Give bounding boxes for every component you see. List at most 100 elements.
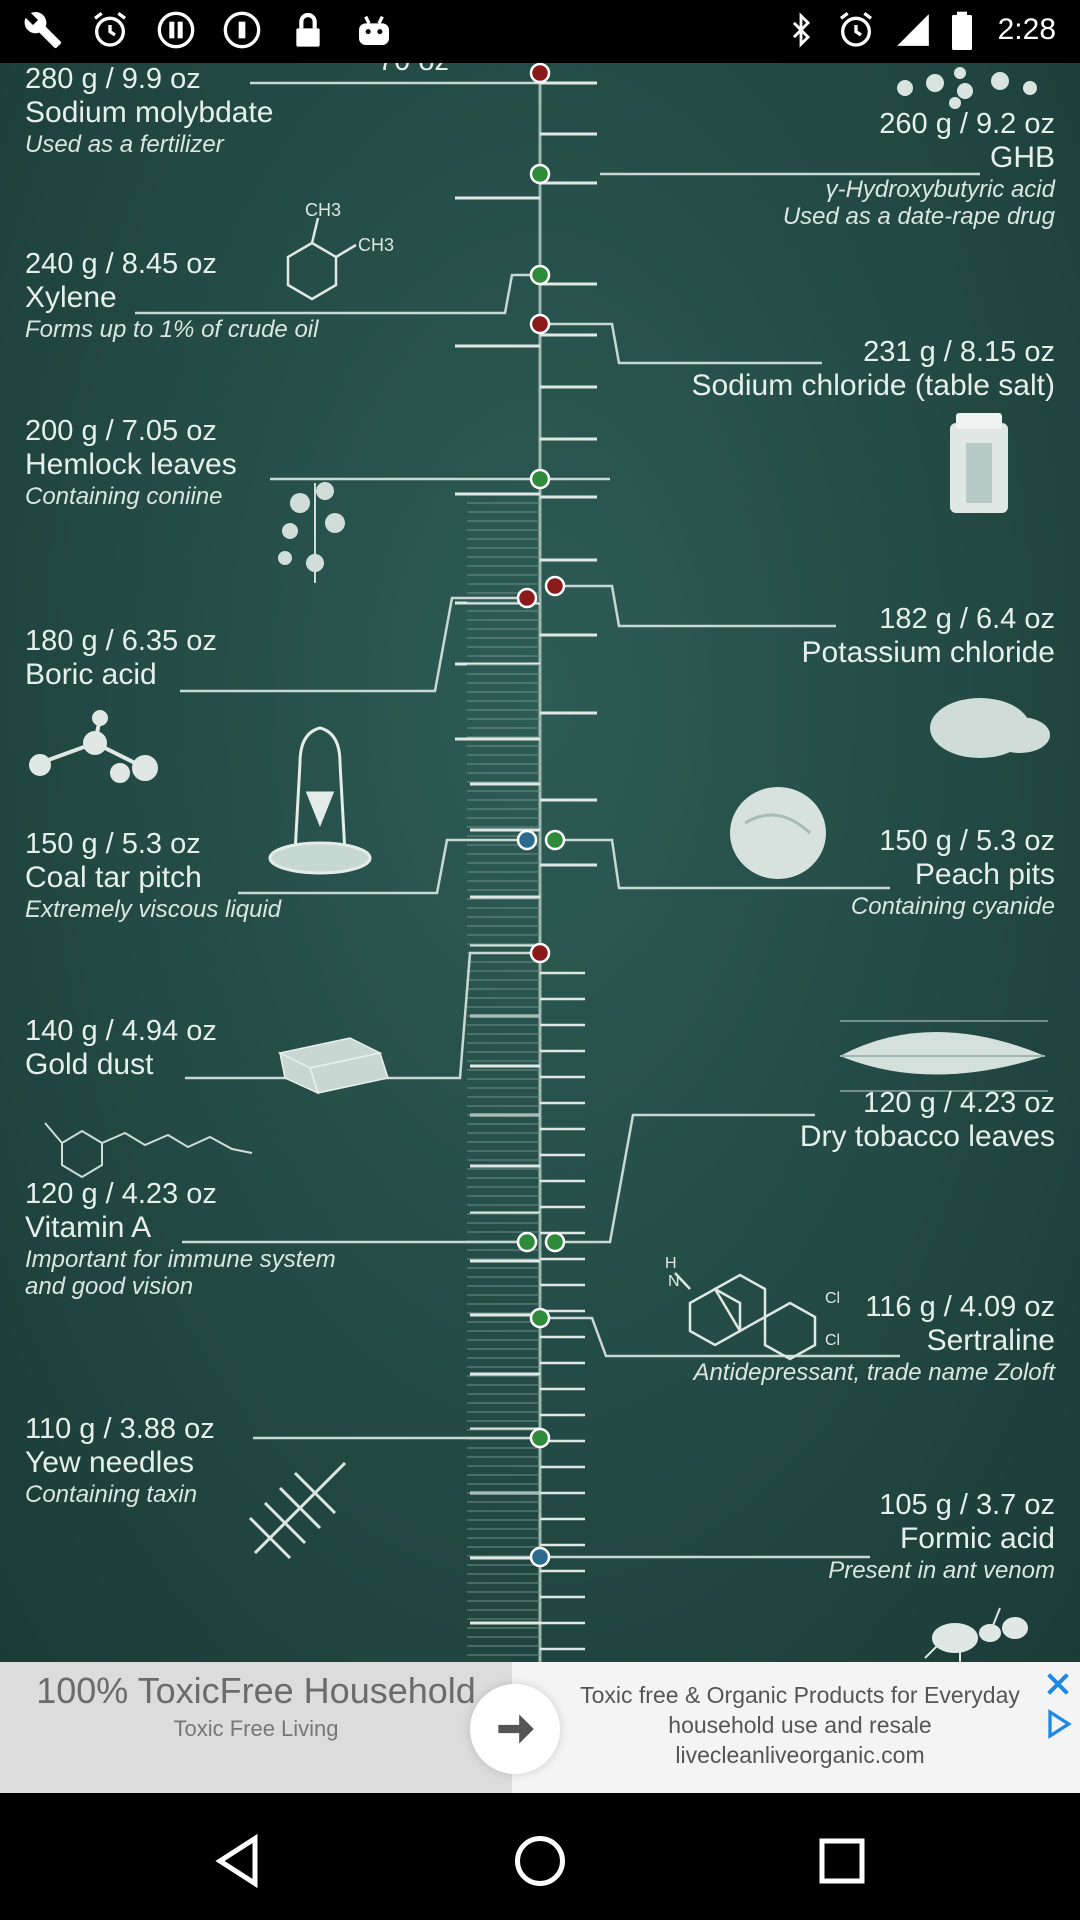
recents-button[interactable] [812, 1831, 872, 1891]
weight-markers [516, 63, 566, 1568]
lethal-dose-chart[interactable]: CH3 CH3 [0, 63, 1080, 1662]
weight-marker [544, 1231, 566, 1253]
weight-text: 200 g / 7.05 oz [25, 415, 217, 447]
weight-text: 110 g / 3.88 oz [25, 1413, 215, 1445]
label-yew-needles[interactable]: 110 g / 3.88 oz Yew needles Containing t… [25, 1413, 215, 1508]
ad-subline: Toxic Free Living [173, 1716, 339, 1741]
substance-desc: Important for immune system [25, 1245, 336, 1273]
label-formic-acid[interactable]: 105 g / 3.7 oz Formic acid Present in an… [828, 1489, 1055, 1584]
substance-name: Sertraline [926, 1324, 1055, 1358]
label-sodium-chloride[interactable]: 231 g / 8.15 oz Sodium chloride (table s… [691, 336, 1055, 404]
weight-text: 240 g / 8.45 oz [25, 248, 217, 280]
alarm-icon [836, 10, 876, 50]
weight-marker [516, 587, 538, 609]
recents-icon [819, 1838, 865, 1884]
ad-choices-button[interactable] [1042, 1708, 1074, 1740]
android-icon [354, 10, 394, 50]
label-coal-tar-pitch[interactable]: 150 g / 5.3 oz Coal tar pitch Extremely … [25, 828, 281, 923]
weight-marker [529, 264, 551, 286]
back-icon [215, 1833, 258, 1889]
substance-name: Coal tar pitch [25, 861, 202, 895]
label-sodium-molybdate[interactable]: 280 g / 9.9 oz Sodium molybdate Used as … [25, 63, 273, 158]
salt-shaker-icon [950, 413, 1008, 513]
cl-label-a: Cl [825, 1290, 840, 1307]
substance-name: Formic acid [899, 1522, 1055, 1556]
top-fragment-label: 70 oz [378, 63, 449, 78]
weight-marker [516, 1231, 538, 1253]
label-gold-dust[interactable]: 140 g / 4.94 oz Gold dust [25, 1015, 217, 1083]
potassium-chloride-powder-icon [930, 698, 1050, 758]
peach-pit-icon [730, 787, 826, 879]
weight-marker [529, 163, 551, 185]
substance-name: Sodium molybdate [25, 96, 274, 130]
sertraline-molecule-icon [674, 1272, 817, 1361]
weight-text: 150 g / 5.3 oz [25, 828, 201, 860]
status-bar: 2:28 [0, 0, 1080, 63]
molecule-cluster-icon [897, 67, 1037, 109]
back-button[interactable] [210, 1831, 270, 1891]
label-dry-tobacco-leaves[interactable]: 120 g / 4.23 oz Dry tobacco leaves [800, 1087, 1055, 1155]
weight-text: 120 g / 4.23 oz [863, 1087, 1055, 1119]
weight-text: 116 g / 4.09 oz [865, 1291, 1055, 1323]
weight-marker [529, 63, 551, 84]
weight-text: 260 g / 9.2 oz [879, 108, 1055, 140]
label-hemlock-leaves[interactable]: 200 g / 7.05 oz Hemlock leaves Containin… [25, 415, 237, 510]
vitamin-a-molecule-icon [44, 1122, 253, 1179]
label-xylene[interactable]: 240 g / 8.45 oz Xylene Forms up to 1% of… [25, 248, 318, 343]
cl-label-b: Cl [825, 1332, 840, 1349]
substance-desc: Containing coniine [25, 482, 223, 510]
substance-name: Peach pits [914, 858, 1055, 892]
label-ghb[interactable]: 260 g / 9.2 oz GHB γ-Hydroxybutyric acid… [783, 108, 1055, 231]
weight-text: 140 g / 4.94 oz [25, 1015, 217, 1047]
substance-name: Potassium chloride [801, 636, 1055, 670]
ad-close-button[interactable] [1042, 1668, 1074, 1700]
label-potassium-chloride[interactable]: 182 g / 6.4 oz Potassium chloride [802, 603, 1055, 671]
weight-marker [516, 829, 538, 851]
label-boric-acid[interactable]: 180 g / 6.35 oz Boric acid [25, 625, 217, 693]
ad-headline: 100% ToxicFree Household [36, 1670, 476, 1711]
ch3-label-a: CH3 [305, 200, 341, 220]
close-icon [1047, 1673, 1069, 1695]
ad-url: livecleanliveorganic.com [675, 1742, 925, 1768]
substance-desc: Used as a fertilizer [25, 130, 224, 158]
weight-marker [544, 575, 566, 597]
weight-marker [529, 942, 551, 964]
battery-icon [950, 10, 974, 50]
bluetooth-icon [784, 10, 818, 50]
status-time: 2:28 [997, 13, 1056, 46]
ad-arrow-button[interactable] [470, 1684, 560, 1774]
hemlock-plant-icon [278, 482, 345, 583]
weight-marker [529, 1546, 551, 1568]
home-button[interactable] [510, 1831, 570, 1891]
substance-name: Gold dust [25, 1048, 154, 1082]
ad-choices-icon [1048, 1708, 1072, 1740]
lock-icon [288, 10, 328, 50]
substance-desc: Containing taxin [25, 1480, 198, 1508]
wrench-icon [24, 10, 64, 50]
h-label: H [665, 1255, 677, 1272]
weight-marker [529, 1427, 551, 1449]
weight-marker [544, 829, 566, 851]
weight-text: 105 g / 3.7 oz [879, 1489, 1055, 1521]
label-sertraline[interactable]: 116 g / 4.09 oz Sertraline Antidepressan… [693, 1291, 1055, 1386]
weight-text: 231 g / 8.15 oz [863, 336, 1055, 368]
home-icon [515, 1836, 565, 1886]
alarm-icon [90, 10, 130, 50]
label-peach-pits[interactable]: 150 g / 5.3 oz Peach pits Containing cya… [851, 825, 1055, 920]
ad-body-text: Toxic free & Organic Products for Everyd… [580, 1682, 1020, 1738]
weight-text: 180 g / 6.35 oz [25, 625, 217, 657]
leader-lines [135, 81, 980, 1559]
substance-desc: Present in ant venom [828, 1556, 1055, 1584]
weight-text: 150 g / 5.3 oz [879, 825, 1055, 857]
yew-needles-icon [248, 1461, 347, 1560]
weight-marker [529, 468, 551, 490]
label-vitamin-a[interactable]: 120 g / 4.23 oz Vitamin A Important for … [25, 1178, 336, 1301]
ad-right-panel[interactable]: Toxic free & Organic Products for Everyd… [560, 1680, 1040, 1770]
navigation-bar [0, 1793, 1080, 1920]
substance-name: Yew needles [25, 1446, 195, 1480]
arrow-right-icon [498, 1714, 534, 1744]
weight-text: 120 g / 4.23 oz [25, 1178, 217, 1210]
ad-banner[interactable]: 100% ToxicFree Household Toxic Free Livi… [0, 1662, 1080, 1793]
substance-desc: Extremely viscous liquid [25, 895, 282, 923]
ad-left-panel[interactable]: 100% ToxicFree Household Toxic Free Livi… [0, 1662, 512, 1793]
